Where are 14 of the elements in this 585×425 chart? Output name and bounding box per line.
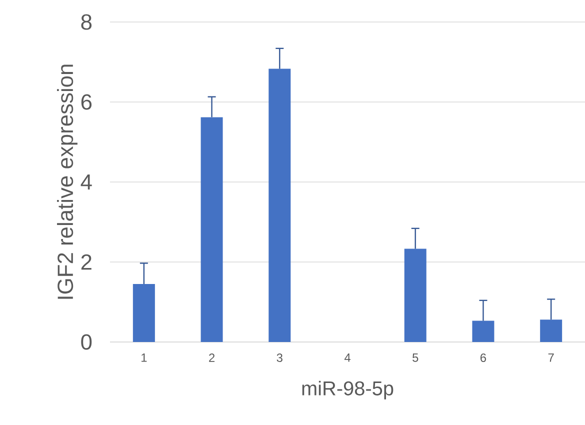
- x-axis-title: miR-98-5p: [302, 380, 394, 400]
- y-tick-label: 2: [81, 254, 92, 270]
- y-axis-title: IGF2 relative expression: [57, 64, 78, 299]
- x-tick-label: 7: [548, 354, 554, 362]
- x-tick-label: 1: [142, 354, 147, 362]
- x-tick-label: 4: [344, 354, 350, 362]
- y-tick-label: 4: [80, 174, 92, 190]
- y-tick-label: 8: [81, 14, 92, 30]
- x-tick-label: 3: [276, 354, 282, 362]
- x-tick-label: 2: [209, 354, 215, 362]
- x-tick-label: 5: [412, 354, 418, 362]
- y-tick-label: 0: [81, 334, 92, 350]
- x-tick-label: 6: [480, 354, 486, 362]
- y-tick-label: 6: [81, 94, 92, 110]
